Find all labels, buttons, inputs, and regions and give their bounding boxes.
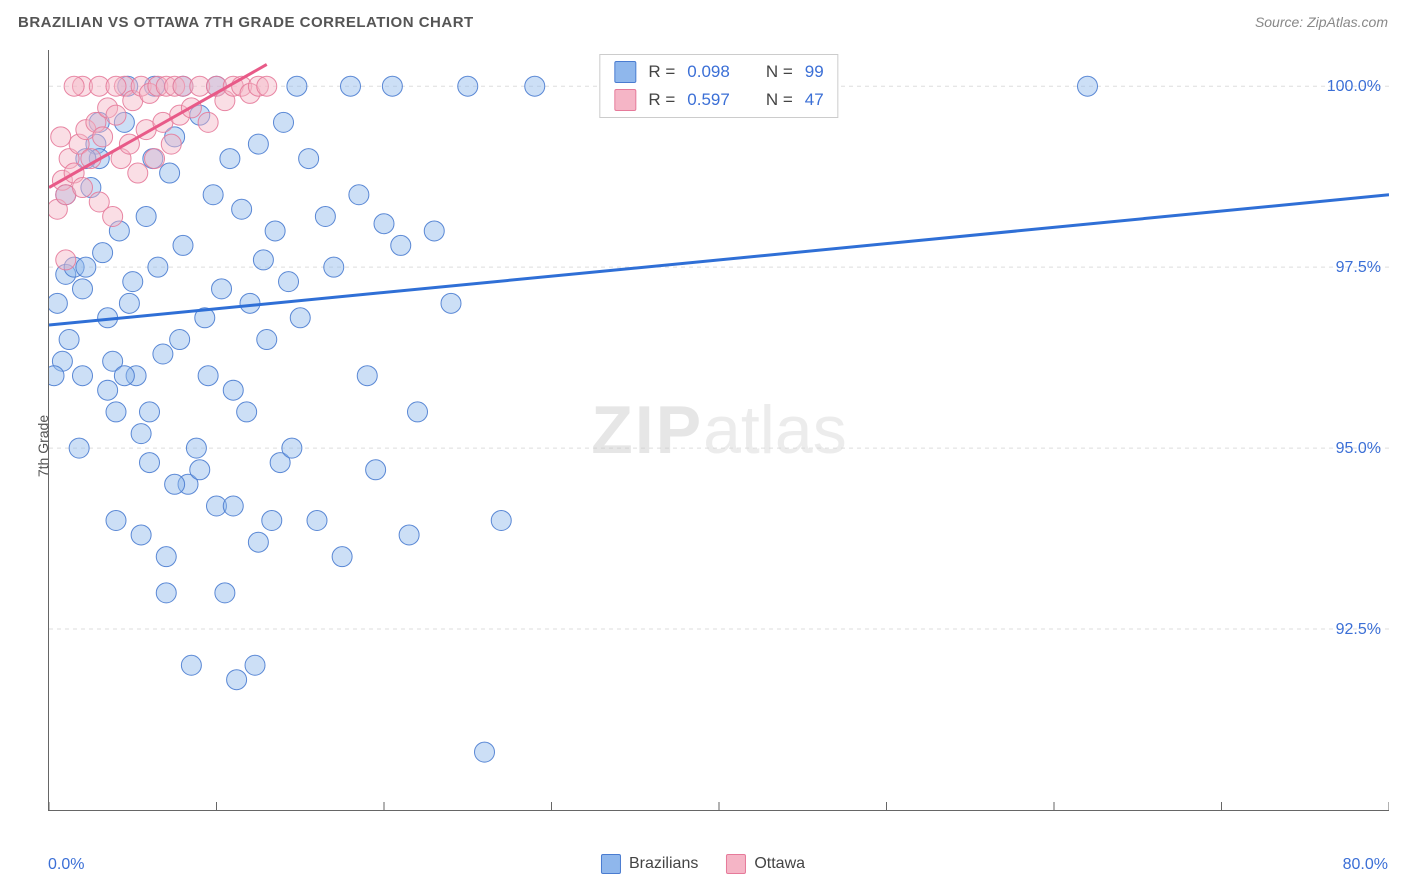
legend-swatch-ottawa <box>614 89 636 111</box>
svg-text:100.0%: 100.0% <box>1327 78 1381 95</box>
chart-svg: 92.5% 95.0% 97.5% 100.0% <box>49 50 1389 810</box>
stat-r-label: R = <box>648 90 675 110</box>
stat-r-value: 0.597 <box>687 90 730 110</box>
stat-n-value: 99 <box>805 62 824 82</box>
stat-n-label: N = <box>766 90 793 110</box>
stats-row: R = 0.098 N = 99 <box>614 61 823 83</box>
legend-swatch-icon <box>726 854 746 874</box>
svg-text:97.5%: 97.5% <box>1336 259 1381 276</box>
legend-swatch-brazilians <box>614 61 636 83</box>
x-min-label: 0.0% <box>48 856 84 874</box>
stat-r-value: 0.098 <box>687 62 730 82</box>
legend-item-brazilians: Brazilians <box>601 854 698 874</box>
plot-area: 92.5% 95.0% 97.5% 100.0% R = 0.098 N = 99 R… <box>48 50 1389 811</box>
stat-n-value: 47 <box>805 90 824 110</box>
chart-title: BRAZILIAN VS OTTAWA 7TH GRADE CORRELATIO… <box>18 14 474 31</box>
legend-label: Brazilians <box>629 855 698 873</box>
stat-r-label: R = <box>648 62 675 82</box>
legend-label: Ottawa <box>754 855 805 873</box>
legend-item-ottawa: Ottawa <box>726 854 805 874</box>
svg-text:95.0%: 95.0% <box>1336 440 1381 457</box>
stats-legend: R = 0.098 N = 99 R = 0.597 N = 47 <box>599 54 838 118</box>
legend-swatch-icon <box>601 854 621 874</box>
x-max-label: 80.0% <box>1343 856 1388 874</box>
chart-header: BRAZILIAN VS OTTAWA 7TH GRADE CORRELATIO… <box>0 0 1406 44</box>
stat-n-label: N = <box>766 62 793 82</box>
stats-row: R = 0.597 N = 47 <box>614 89 823 111</box>
legend-bottom: Brazilians Ottawa <box>601 854 805 874</box>
source-label: Source: ZipAtlas.com <box>1255 14 1388 30</box>
svg-text:92.5%: 92.5% <box>1336 621 1381 638</box>
